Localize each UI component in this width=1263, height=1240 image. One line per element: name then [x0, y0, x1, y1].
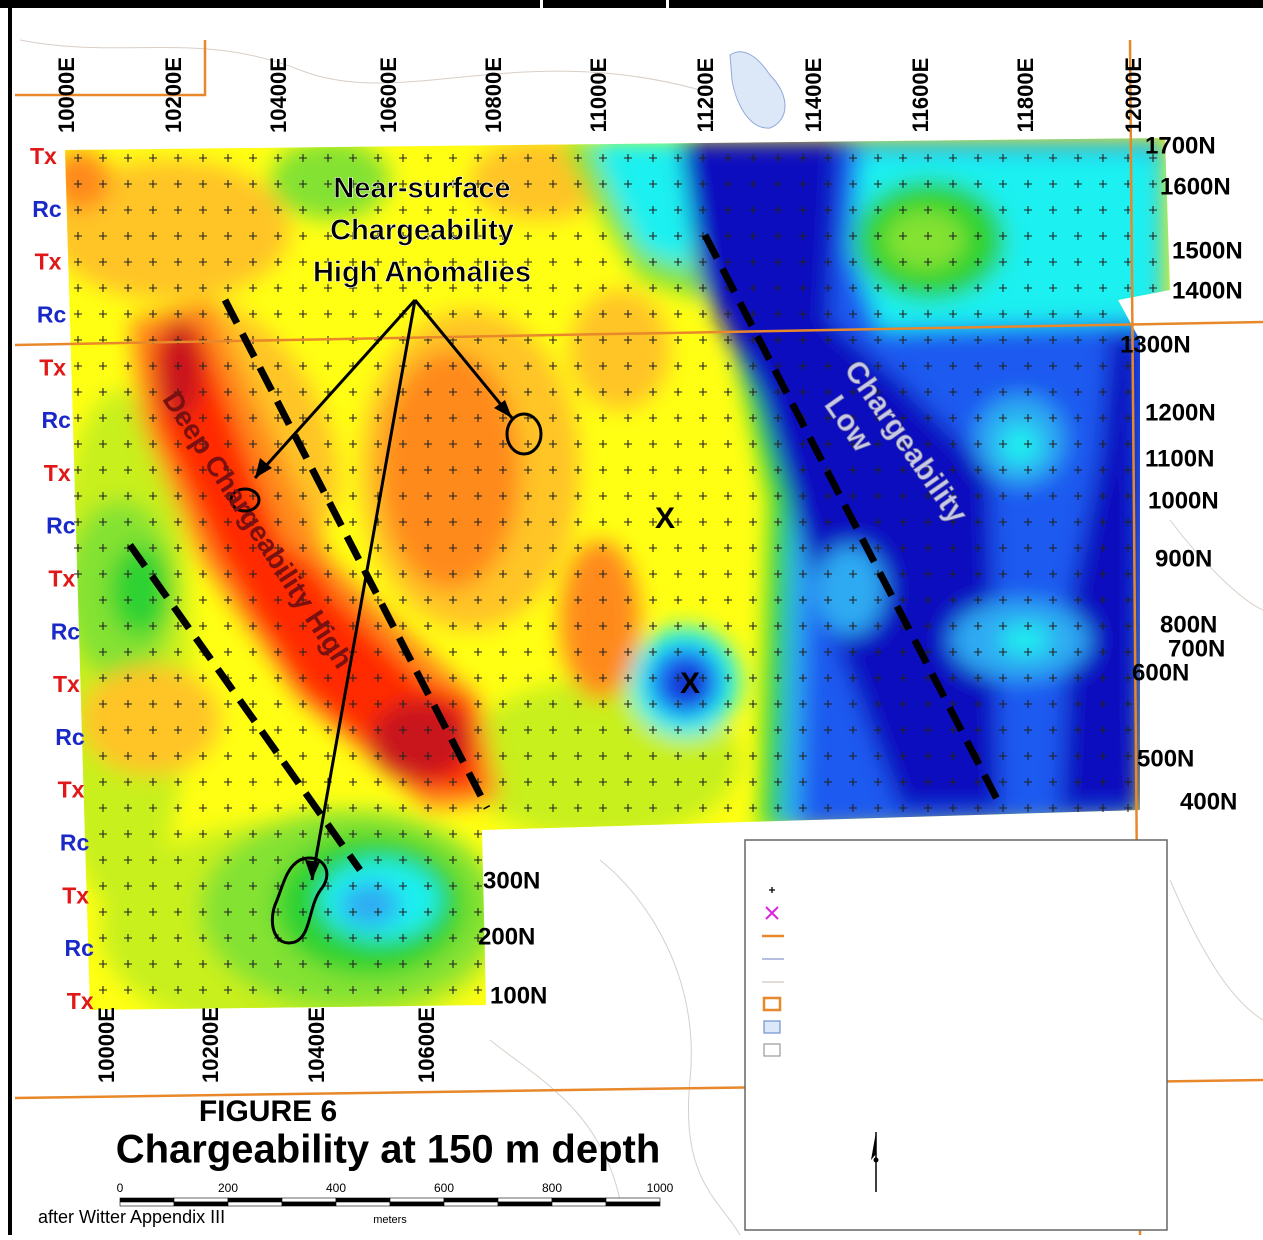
- line-label: Rc: [37, 301, 67, 327]
- easting-label: 10200E: [161, 57, 186, 133]
- line-label: Tx: [67, 988, 94, 1014]
- line-label: Rc: [55, 724, 85, 750]
- page-body: 10000E 10200E 10400E 10600E 10800E 11000E 1120…: [0, 0, 1263, 1235]
- map-figure: 10000E 10200E 10400E 10600E 10800E 11000E 1120…: [0, 0, 1263, 1235]
- easting-label: 10000E: [94, 1007, 119, 1083]
- zone: [80, 665, 220, 775]
- scale-tick-label: 800: [542, 1181, 562, 1195]
- line-label: Tx: [62, 882, 89, 908]
- scale-tick-label: 400: [326, 1181, 346, 1195]
- zone: [340, 883, 400, 927]
- line-label: Tx: [48, 565, 75, 591]
- scale-tick-label: 1000: [647, 1181, 674, 1195]
- northing-label: 1000N: [1148, 487, 1219, 514]
- easting-label: 10200E: [198, 1007, 223, 1083]
- northing-label: 500N: [1137, 745, 1194, 772]
- easting-label: 12000E: [1121, 57, 1146, 133]
- northing-label: 700N: [1168, 635, 1225, 662]
- northing-label: 1300N: [1120, 331, 1191, 358]
- line-label: Tx: [44, 460, 71, 486]
- zone: [1000, 625, 1050, 655]
- line-label: Rc: [51, 618, 81, 644]
- scale-segment: [174, 1202, 228, 1206]
- line-label: Rc: [32, 196, 62, 222]
- scale-segment: [390, 1198, 444, 1202]
- easting-label: 11400E: [801, 58, 826, 133]
- easting-label: 10400E: [304, 1007, 329, 1083]
- line-label: Tx: [39, 354, 66, 380]
- scale-segment: [336, 1202, 390, 1206]
- line-label: Tx: [30, 143, 57, 169]
- marker: X: [680, 667, 700, 700]
- easting-label: 11000E: [586, 58, 611, 133]
- easting-label: 10800E: [481, 57, 506, 133]
- scale-segment: [444, 1202, 498, 1206]
- easting-label: 11800E: [1013, 58, 1038, 133]
- figure-title: Chargeability at 150 m depth: [116, 1128, 661, 1172]
- northing-label: 1400N: [1172, 277, 1243, 304]
- northing-label: 1600N: [1160, 173, 1231, 200]
- scale-segment: [174, 1198, 228, 1202]
- figure-label: FIGURE 6: [199, 1095, 337, 1128]
- northing-label: 1500N: [1172, 237, 1243, 264]
- annotation: High Anomalies: [313, 257, 531, 289]
- scale-segment: [498, 1198, 552, 1202]
- northing-label: 400N: [1180, 788, 1237, 815]
- easting-label: 10000E: [54, 57, 79, 133]
- northing-label: 600N: [1132, 659, 1189, 686]
- northing-label: 900N: [1155, 545, 1212, 572]
- line-label: Rc: [42, 407, 72, 433]
- scale-tick-label: 0: [117, 1181, 124, 1195]
- line-label: Tx: [53, 671, 80, 697]
- northing-label: 1700N: [1145, 132, 1216, 159]
- northing-label: 1100N: [1145, 445, 1214, 472]
- northing-label: 800N: [1160, 611, 1217, 638]
- scale-segment: [444, 1198, 498, 1202]
- scale-tick-label: 200: [218, 1181, 238, 1195]
- northing-label: 300N: [483, 867, 540, 894]
- figure-credit: after Witter Appendix III: [38, 1207, 225, 1227]
- line-label: Tx: [58, 777, 85, 803]
- northing-label: 100N: [490, 982, 547, 1009]
- annotation: Chargeability: [330, 215, 514, 247]
- zone: [1000, 425, 1040, 465]
- scale-segment: [552, 1198, 606, 1202]
- legend-box: [745, 840, 1167, 1230]
- easting-label: 11600E: [908, 58, 933, 133]
- scale-segment: [120, 1202, 174, 1206]
- line-label: Rc: [60, 829, 90, 855]
- easting-label: 11200E: [693, 58, 718, 133]
- scale-segment: [552, 1202, 606, 1206]
- scale-segment: [282, 1202, 336, 1206]
- page: Chargeability map { "figure": {"label": …: [0, 0, 1263, 1235]
- line-label: Rc: [65, 935, 95, 961]
- scale-segment: [228, 1198, 282, 1202]
- easting-label: 10600E: [376, 57, 401, 133]
- scale-segment: [606, 1202, 660, 1206]
- scale-segment: [390, 1202, 444, 1206]
- scale-unit: meters: [373, 1214, 407, 1226]
- line-label: Tx: [35, 249, 62, 275]
- easting-label: 10400E: [266, 57, 291, 133]
- easting-label: 10600E: [414, 1007, 439, 1083]
- scale-segment: [120, 1198, 174, 1202]
- northing-label: 1200N: [1145, 399, 1216, 426]
- marker: X: [655, 502, 675, 535]
- scale-segment: [228, 1202, 282, 1206]
- annotation: Near-surface: [333, 173, 510, 205]
- scale-tick-label: 600: [434, 1181, 454, 1195]
- scale-segment: [498, 1202, 552, 1206]
- scale-segment: [336, 1198, 390, 1202]
- scale-segment: [282, 1198, 336, 1202]
- line-label: Rc: [46, 513, 76, 539]
- scale-segment: [606, 1198, 660, 1202]
- northing-label: 200N: [478, 923, 535, 950]
